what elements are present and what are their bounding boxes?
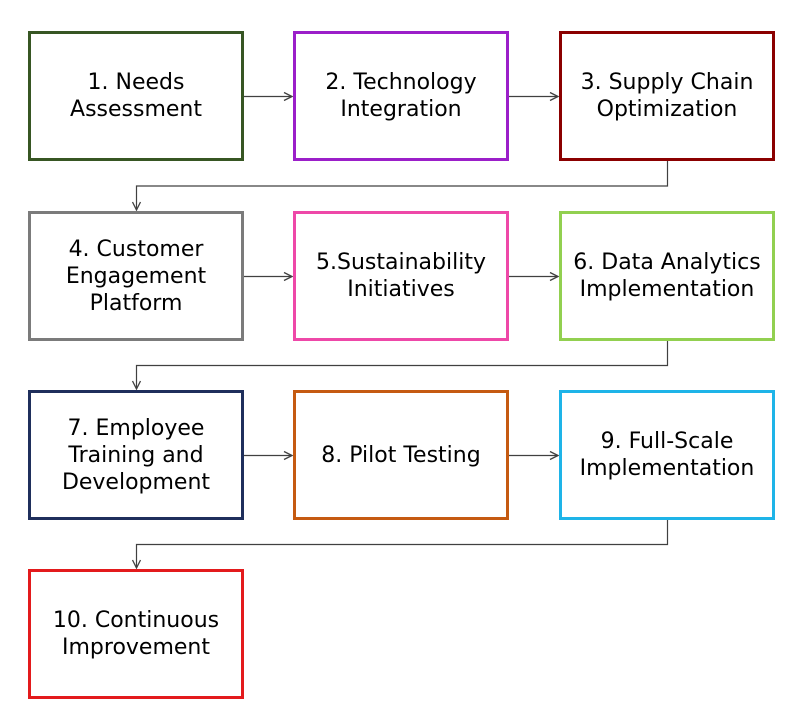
step-5-box: 5.Sustainability Initiatives [293,211,509,341]
step-6-label: 6. Data Analytics Implementation [573,250,761,302]
step-7-label: 7. Employee Training and Development [61,415,211,495]
step-7-box: 7. Employee Training and Development [28,390,244,520]
arrow-step-3-to-4 [137,161,669,210]
step-3-box: 3. Supply Chain Optimization [559,31,775,161]
arrow-step-9-to-10 [137,520,669,568]
step-10-label: 10. Continuous Improvement [52,608,220,660]
step-9-label: 9. Full-Scale Implementation [579,429,755,481]
step-6-box: 6. Data Analytics Implementation [559,211,775,341]
step-2-label: 2. Technology Integration [325,70,477,122]
step-4-box: 4. Customer Engagement Platform [28,211,244,341]
step-8-box: 8. Pilot Testing [293,390,509,520]
step-4-label: 4. Customer Engagement Platform [65,236,207,316]
step-2-box: 2. Technology Integration [293,31,509,161]
step-9-box: 9. Full-Scale Implementation [559,390,775,520]
step-3-label: 3. Supply Chain Optimization [580,70,754,122]
step-8-label: 8. Pilot Testing [321,442,481,468]
step-1-box: 1. Needs Assessment [28,31,244,161]
step-10-box: 10. Continuous Improvement [28,569,244,699]
arrow-step-6-to-7 [137,341,669,389]
step-5-label: 5.Sustainability Initiatives [316,250,486,302]
step-1-label: 1. Needs Assessment [70,70,202,122]
